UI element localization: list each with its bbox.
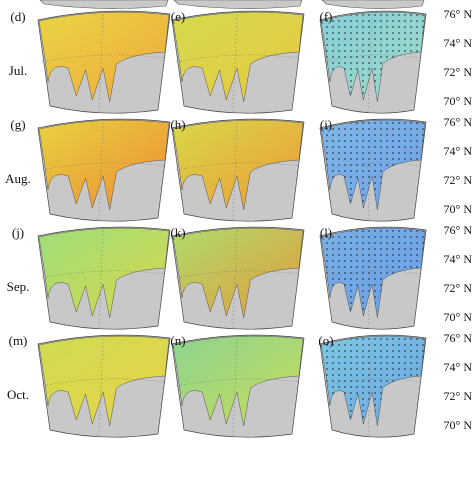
latitude-label: 70° N: [444, 310, 473, 324]
parallel: [41, 270, 165, 279]
sea: [38, 119, 170, 211]
significance-dots: [321, 120, 425, 210]
map-panel: (m): [9, 333, 171, 438]
row-label: Jul.: [9, 63, 27, 78]
significance-dots: [321, 228, 425, 318]
row-label: Sep.: [7, 279, 30, 294]
map-panel: (h): [170, 117, 305, 222]
parallel: [41, 162, 165, 171]
sea: [38, 335, 170, 427]
parallel: [41, 378, 165, 387]
panel-label: (m): [9, 333, 28, 348]
panel-label: (g): [10, 117, 25, 132]
sea: [172, 119, 304, 211]
map-panel: (i): [319, 117, 427, 222]
parallel: [175, 162, 299, 171]
map-panel: (l): [319, 225, 427, 330]
significance-dots: [321, 12, 425, 102]
latitude-label: 76° N: [444, 331, 473, 345]
panel-label: (d): [10, 9, 25, 24]
meridian: [367, 229, 373, 329]
meridian: [98, 229, 104, 329]
map-panel: (f): [320, 9, 427, 114]
latitude-label: 74° N: [444, 360, 473, 374]
row: Jul. (d) (e) (f) 76° N 74° N 72° N 70° N: [9, 7, 473, 114]
parallel: [41, 54, 165, 63]
latitude-label: 72° N: [444, 389, 473, 403]
meridian: [367, 13, 373, 113]
row-label: Oct.: [7, 387, 29, 402]
latitude-label: 72° N: [444, 65, 473, 79]
latitude-label: 76° N: [444, 115, 473, 129]
latitude-label: 70° N: [444, 94, 473, 108]
latitude-label: 72° N: [444, 281, 473, 295]
meridian: [98, 121, 104, 221]
latitude-label: 76° N: [444, 223, 473, 237]
map-panel: (j): [12, 225, 171, 330]
meridian: [232, 121, 238, 221]
meridian: [232, 337, 238, 437]
panel-label: (o): [318, 333, 333, 348]
latitude-label: 74° N: [444, 144, 473, 158]
meridian: [367, 337, 373, 437]
latitude-label: 72° N: [444, 173, 473, 187]
row: Sep. (j) (k) (l) 76° N 74° N 72° N 70° N: [7, 223, 473, 330]
panel-label: (f): [320, 9, 333, 24]
parallel: [323, 162, 421, 171]
parallel: [323, 270, 421, 279]
meridian: [98, 337, 104, 437]
top-strip: [39, 0, 425, 9]
panel-label: (i): [320, 117, 332, 132]
row: Aug. (g) (h) (i) 76° N 74° N 72° N 70° N: [5, 115, 473, 222]
latitude-label: 76° N: [444, 7, 473, 21]
panel-label: (l): [320, 225, 332, 240]
panel-label: (e): [171, 9, 185, 24]
panel-label: (n): [170, 333, 185, 348]
map-panel: (e): [171, 9, 305, 114]
meridian: [98, 13, 104, 113]
meridian: [232, 13, 238, 113]
map-panel: (n): [170, 333, 305, 438]
parallel: [175, 378, 299, 387]
sea: [38, 227, 170, 319]
map-panel: (o): [318, 333, 427, 438]
latitude-label: 70° N: [444, 418, 473, 432]
sea: [38, 11, 170, 103]
map-panel: (k): [170, 225, 305, 330]
panel-label: (h): [170, 117, 185, 132]
sea: [172, 227, 304, 319]
meridian: [367, 121, 373, 221]
parallel: [323, 378, 421, 387]
significance-dots: [321, 336, 425, 426]
map-panel: (g): [10, 117, 171, 222]
row: Oct. (m) (n) (o) 76° N 74° N 72° N 70° N: [7, 331, 473, 438]
parallel: [323, 54, 421, 63]
latitude-label: 74° N: [444, 252, 473, 266]
sea: [172, 11, 304, 103]
panel-label: (k): [170, 225, 185, 240]
latitude-label: 74° N: [444, 36, 473, 50]
sea: [172, 335, 304, 427]
map-panel: (d): [10, 9, 171, 114]
panel-label: (j): [12, 225, 24, 240]
parallel: [175, 270, 299, 279]
row-label: Aug.: [5, 171, 31, 186]
parallel: [175, 54, 299, 63]
latitude-label: 70° N: [444, 202, 473, 216]
meridian: [232, 229, 238, 329]
